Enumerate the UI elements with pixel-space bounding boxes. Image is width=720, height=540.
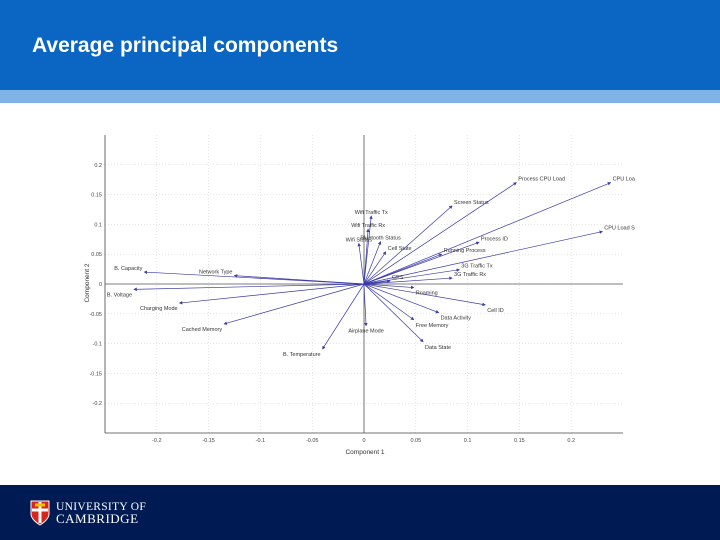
vector-label: Cached Memory: [182, 327, 223, 333]
vector-8: [363, 241, 480, 285]
vector-label: Wifi Traffic Tx: [355, 210, 388, 216]
vector-label: B. Capacity: [114, 266, 142, 272]
vector-label: Process CPU Load: [518, 177, 565, 183]
vector-3: [363, 215, 373, 285]
slide-header: Average principal components: [0, 0, 720, 90]
vector-label: Process ID: [481, 236, 508, 242]
vector-label: Data Activity: [441, 316, 472, 322]
cambridge-crest-icon: [30, 500, 50, 526]
y-tick-label: 0.1: [94, 222, 102, 228]
y-tick-label: -0.05: [89, 312, 102, 318]
vector-0: [363, 182, 612, 285]
vector-label: Bluetooth Status: [360, 236, 401, 242]
vector-label: GPS: [392, 275, 404, 281]
vector-series: [133, 182, 612, 350]
vector-11: [363, 268, 461, 285]
vector-24: [363, 283, 424, 343]
x-tick-label: -0.2: [152, 438, 161, 444]
vector-5: [363, 230, 603, 285]
vector-label: 3G Traffic Rx: [454, 272, 486, 278]
vector-label: 3G Traffic Tx: [461, 264, 493, 270]
vector-14: [363, 283, 415, 290]
x-tick-label: 0.2: [567, 438, 575, 444]
tick-labels: -0.2 -0.15 -0.1 -0.05 0 0.05 0.1 0.15 0.2 -0.2 -0.…: [89, 163, 575, 444]
vector-labels: CPU Load Process CPU Load Screen Status Wif…: [107, 177, 635, 358]
logo-line-1: UNIVERSITY OF: [56, 501, 147, 513]
x-tick-label: -0.15: [202, 438, 215, 444]
university-logo: UNIVERSITY OF CAMBRIDGE: [30, 500, 146, 526]
vector-label: B. Temperature: [283, 352, 321, 358]
vector-label: Cell State: [388, 246, 412, 252]
vector-label: Screen Status: [454, 200, 489, 206]
y-tick-label: -0.1: [93, 342, 102, 348]
vector-1: [363, 182, 517, 285]
vector-7: [357, 242, 365, 285]
y-tick-label: 0: [99, 282, 102, 288]
x-tick-label: 0.05: [410, 438, 421, 444]
vector-label: CPU Load System: [604, 226, 635, 232]
logo-line-2: CAMBRIDGE: [56, 511, 139, 526]
slide-title: Average principal components: [32, 34, 339, 57]
vector-23: [363, 283, 368, 327]
vector-label: Free Memory: [416, 323, 449, 329]
vector-25: [322, 283, 365, 350]
vector-20: [363, 283, 440, 314]
vector-label: Cell ID: [487, 308, 504, 314]
vector-label: Network Type: [199, 270, 233, 276]
vector-label: Wifi Traffic Rx: [351, 223, 385, 229]
vector-10: [363, 253, 443, 285]
y-tick-label: -0.2: [93, 401, 102, 407]
vector-label: Wifi Status: [346, 237, 373, 243]
vector-16: [233, 274, 365, 285]
vector-2: [363, 205, 453, 285]
y-axis-label: Component 2: [84, 263, 91, 302]
vector-22: [223, 283, 365, 325]
x-tick-label: -0.05: [306, 438, 319, 444]
vector-13: [363, 279, 391, 285]
header-accent-band: [0, 90, 720, 103]
x-tick-label: 0: [362, 438, 365, 444]
vector-12: [363, 276, 453, 285]
vector-label: Data State: [425, 345, 451, 351]
vector-label: Running Process: [444, 248, 486, 254]
vector-label: CPU Load: [613, 177, 635, 183]
vector-15: [143, 270, 365, 285]
x-axis-label: Component 1: [345, 449, 384, 456]
y-tick-label: 0.15: [91, 193, 102, 199]
vector-18: [178, 283, 365, 305]
vector-label: Airplane Mode: [348, 329, 383, 335]
vector-label: Roaming: [416, 291, 438, 297]
x-tick-label: 0.1: [464, 438, 472, 444]
x-tick-label: 0.15: [514, 438, 525, 444]
vector-19: [363, 283, 486, 307]
vector-6: [363, 241, 382, 285]
vector-label: Charging Mode: [140, 306, 178, 312]
y-tick-label: 0.05: [91, 252, 102, 258]
vector-9: [363, 251, 387, 285]
vector-label: B. Voltage: [107, 292, 132, 298]
vector-4: [363, 228, 370, 285]
y-tick-label: -0.15: [89, 371, 102, 377]
y-tick-label: 0.2: [94, 163, 102, 169]
vector-21: [363, 283, 415, 321]
pca-biplot-chart: CPU Load Process CPU Load Screen Status Wif…: [84, 135, 635, 456]
vector-17: [133, 283, 365, 292]
x-tick-label: -0.1: [256, 438, 265, 444]
slide-footer: UNIVERSITY OF CAMBRIDGE: [0, 485, 720, 540]
